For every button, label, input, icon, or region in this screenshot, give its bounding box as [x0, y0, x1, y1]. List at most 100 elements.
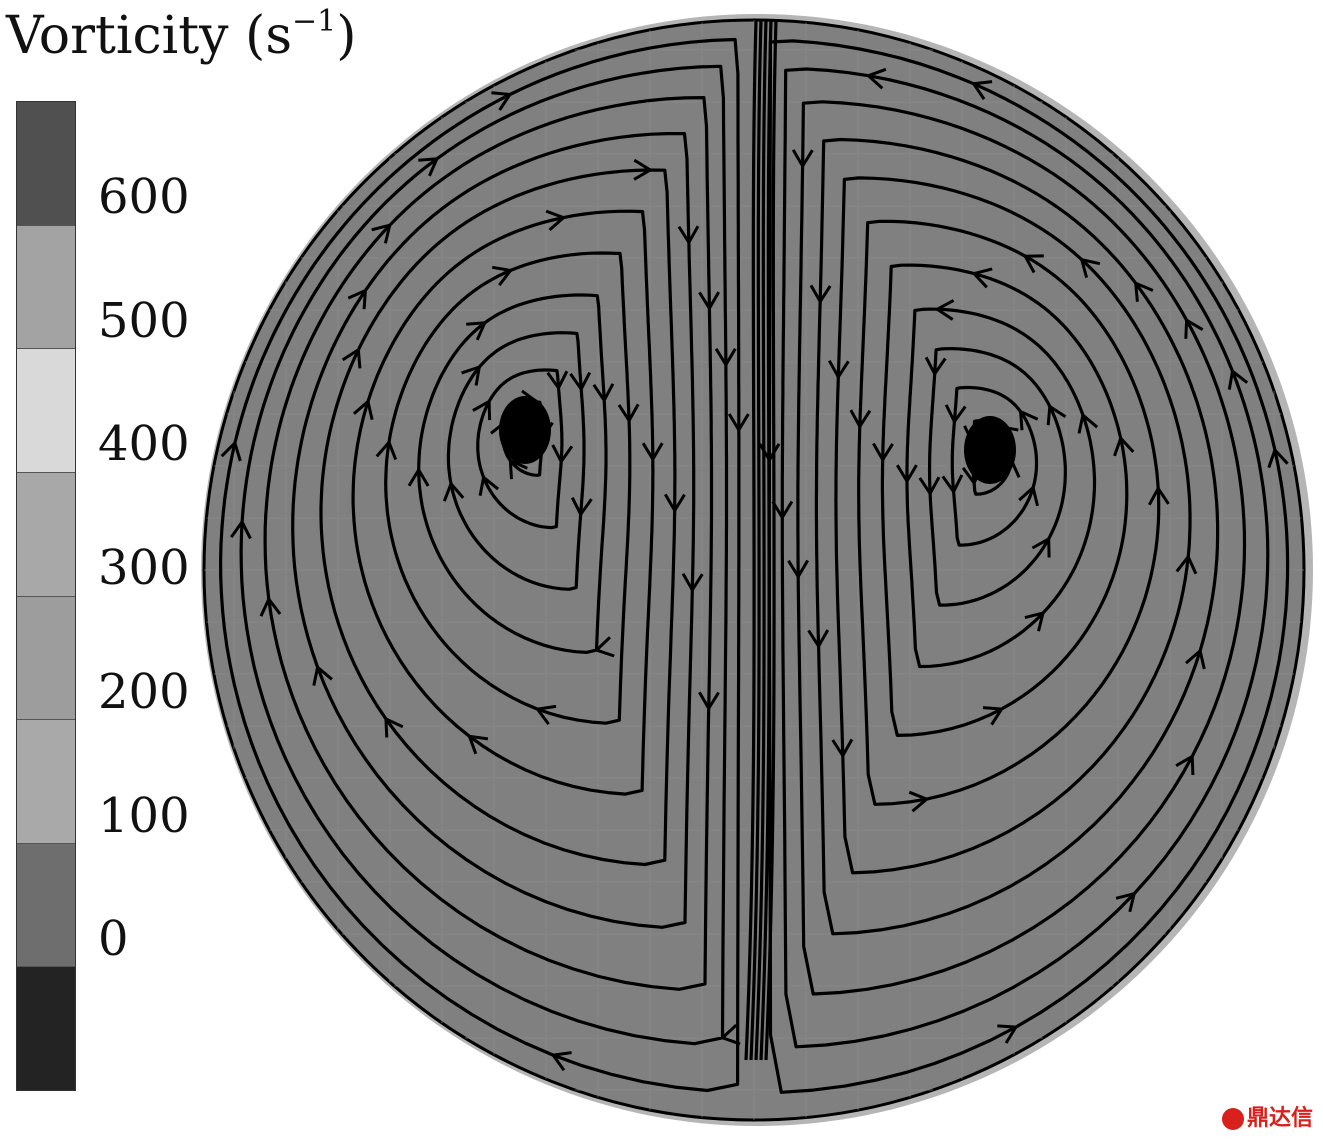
streamline: [384, 251, 632, 725]
colorbar-tick-label: 600: [98, 168, 190, 225]
streamline: [857, 219, 1161, 806]
streamline-arrow: [1022, 254, 1044, 274]
streamline-arrow: [259, 596, 282, 617]
streamline-arrow: [384, 716, 404, 738]
streamline-arrow: [312, 664, 333, 686]
streamline-arrow: [1046, 403, 1067, 426]
streamline-arrow: [719, 1023, 741, 1046]
streamline-arrow: [545, 209, 567, 232]
streamline: [927, 347, 1067, 607]
streamline-arrow: [1184, 317, 1204, 339]
streamline-arrow: [714, 347, 737, 368]
streamline-arrow: [407, 466, 430, 487]
colorbar-band: [17, 720, 75, 844]
streamline: [780, 67, 1270, 1049]
streamline-arrow: [944, 404, 967, 425]
streamline-arrow: [570, 497, 593, 518]
central-streamline: [744, 19, 758, 1061]
streamline-arrow: [1133, 280, 1154, 302]
streamline-arrow: [341, 347, 362, 369]
streamline: [291, 132, 696, 929]
streamline: [263, 96, 714, 991]
colorbar-title: Vorticity (s−1): [6, 3, 357, 66]
streamline-arrow: [220, 440, 242, 462]
streamline: [351, 209, 655, 796]
streamline: [905, 307, 1097, 669]
streamline: [239, 64, 729, 1046]
streamline: [834, 176, 1192, 875]
streamline-arrow: [1267, 447, 1289, 469]
colorbar-tick-label: 100: [98, 787, 190, 844]
streamline-arrow: [418, 157, 440, 177]
streamline-arrow: [352, 398, 374, 421]
streamline-arrow: [461, 364, 482, 386]
streamline-arrow: [924, 356, 947, 377]
streamline: [417, 293, 608, 654]
streamline-arrow: [997, 1024, 1019, 1044]
streamlines: [219, 19, 1290, 1094]
streamline-arrow: [592, 383, 615, 404]
colorbar-tick-label: 300: [98, 540, 190, 597]
streamline-arrow: [1018, 409, 1039, 431]
streamline: [219, 37, 741, 1093]
streamline-arrow: [865, 67, 887, 90]
streamline-arrow: [551, 444, 574, 465]
streamline: [446, 331, 586, 591]
watermark-icon: [1222, 1108, 1244, 1130]
streamline-arrow: [508, 458, 528, 480]
colorbar-band: [17, 225, 75, 350]
streamline-arrow: [641, 442, 664, 463]
streamline: [476, 368, 564, 530]
streamline-arrow: [550, 1051, 572, 1072]
streamline-arrow: [375, 439, 398, 461]
streamline: [796, 100, 1247, 996]
colorbar-tick-label: 0: [98, 911, 129, 968]
streamline-arrow: [1115, 891, 1137, 913]
colorbar-band: [17, 967, 75, 1090]
streamline: [814, 137, 1220, 936]
streamline-arrow: [941, 474, 964, 495]
central-streamline: [759, 19, 773, 1061]
colorbar-band: [17, 102, 75, 226]
streamline: [880, 263, 1129, 737]
streamline-arrow: [827, 359, 850, 380]
vortex-cores: [499, 396, 1016, 484]
streamline-arrow: [1018, 484, 1039, 507]
streamline-arrow: [896, 464, 918, 485]
streamline-arrow: [546, 370, 569, 391]
streamline: [950, 385, 1039, 547]
streamline-arrow: [872, 442, 894, 463]
streamline-arrow: [593, 636, 615, 658]
streamline-arrow: [809, 284, 832, 305]
streamline-arrow: [787, 559, 809, 580]
streamline-arrow: [698, 291, 721, 312]
streamline-arrow: [727, 413, 750, 433]
streamline-arrow: [1175, 753, 1195, 776]
streamline-arrow: [1227, 368, 1249, 390]
vortex-core: [499, 396, 551, 464]
streamline-arrow: [472, 398, 492, 421]
streamline-arrow: [831, 738, 854, 759]
streamline-arrow: [982, 706, 1005, 726]
streamline-arrow: [971, 267, 993, 289]
streamline-arrow: [442, 480, 465, 502]
streamline-arrow: [970, 80, 993, 100]
vortex-core: [964, 416, 1016, 484]
streamline-arrow: [758, 443, 781, 463]
streamline-arrow: [664, 493, 686, 514]
streamline-arrow: [677, 225, 700, 246]
streamline-arrow: [698, 691, 720, 712]
colorbar-tick-label: 400: [98, 416, 190, 473]
streamline-arrow: [1079, 257, 1101, 278]
streamline-arrow: [534, 704, 557, 725]
streamline-arrow: [467, 734, 489, 755]
streamline-arrow: [807, 629, 830, 650]
streamline-arrow: [617, 403, 640, 424]
colorbar-band: [17, 843, 75, 968]
central-streamline: [754, 19, 768, 1061]
vorticity-colorbar: [16, 101, 76, 1091]
streamline-arrow: [1147, 485, 1170, 506]
streamline-arrow: [849, 409, 872, 430]
colorbar-band: [17, 349, 75, 473]
